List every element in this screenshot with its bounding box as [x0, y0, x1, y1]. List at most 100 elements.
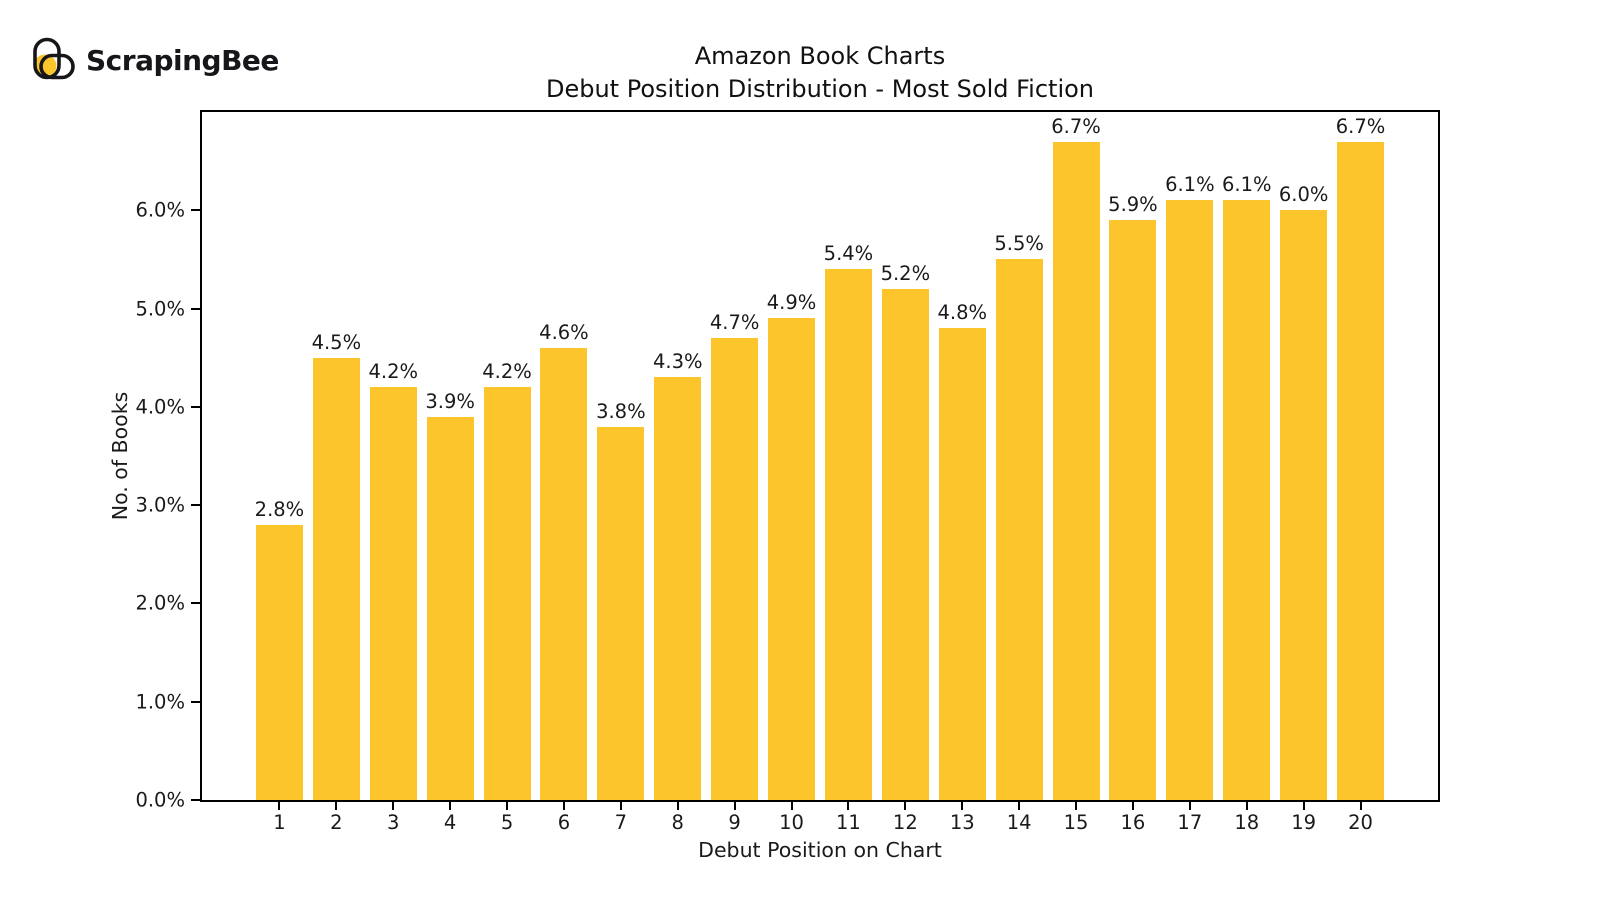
x-tick-mark	[335, 802, 338, 810]
x-tick-mark	[278, 802, 281, 810]
x-tick-mark	[392, 802, 395, 810]
y-tick-mark	[191, 799, 200, 801]
bar-position-7	[597, 426, 645, 800]
chart-title-line2: Debut Position Distribution - Most Sold …	[545, 75, 1094, 103]
bar-value-label: 5.2%	[880, 261, 931, 285]
bar-position-19	[1280, 210, 1328, 800]
bar-value-label: 4.7%	[709, 311, 760, 335]
bar-position-20	[1337, 141, 1385, 800]
bar-position-15	[1052, 141, 1100, 800]
x-tick-label: 18	[1234, 811, 1260, 834]
x-tick-mark	[1018, 802, 1021, 810]
bar-value-label: 4.2%	[368, 360, 419, 384]
y-tick-label: 4.0%	[135, 395, 185, 419]
bar-value-label: 3.9%	[425, 389, 475, 413]
bar-value-label: 6.1%	[1221, 173, 1272, 197]
x-tick-label: 12	[892, 811, 918, 834]
bar-value-label: 4.3%	[652, 350, 703, 374]
x-tick-label: 6	[557, 811, 571, 834]
y-tick-label: 3.0%	[135, 493, 185, 517]
bar-position-16	[1109, 220, 1157, 800]
bar-position-18	[1223, 200, 1271, 800]
y-tick-label: 0.0%	[135, 788, 185, 812]
bar-value-label: 4.6%	[539, 320, 589, 344]
y-tick-label: 5.0%	[135, 297, 185, 321]
bar-position-5	[483, 387, 531, 800]
y-tick-mark	[191, 700, 200, 703]
x-tick-label: 13	[949, 811, 975, 834]
x-tick-mark	[1131, 802, 1134, 810]
x-axis-title: Debut Position on Chart	[698, 838, 942, 862]
bar-value-label: 5.5%	[994, 232, 1044, 256]
x-tick-label: 1	[273, 811, 286, 834]
x-tick-label: 2	[330, 811, 343, 834]
bar-position-2	[312, 357, 360, 800]
bar-position-10	[768, 318, 816, 800]
bar-position-9	[711, 338, 759, 800]
x-tick-label: 4	[443, 811, 457, 834]
x-tick-mark	[676, 802, 679, 810]
bar-position-14	[995, 259, 1043, 800]
x-tick-mark	[1302, 802, 1305, 810]
bar-position-12	[881, 288, 929, 800]
x-tick-mark	[1075, 802, 1078, 810]
x-tick-mark	[904, 802, 907, 810]
bar-position-13	[938, 328, 986, 800]
bar-position-8	[654, 377, 702, 800]
scrapingbee-logo: ScrapingBee	[28, 36, 279, 84]
y-tick-label: 2.0%	[135, 591, 185, 615]
bar-value-label: 4.5%	[311, 330, 362, 354]
y-tick-mark	[191, 602, 200, 605]
chart-title-line1: Amazon Book Charts	[694, 42, 946, 70]
bar-value-label: 6.0%	[1278, 183, 1329, 207]
bar-value-label: 4.2%	[482, 360, 532, 384]
x-tick-label: 7	[614, 811, 628, 834]
y-tick-label: 6.0%	[135, 198, 185, 222]
x-tick-mark	[1245, 802, 1248, 810]
x-tick-label: 14	[1006, 811, 1032, 834]
bar-position-4	[426, 416, 474, 800]
x-tick-mark	[619, 802, 622, 810]
x-tick-label: 15	[1063, 811, 1089, 834]
x-tick-mark	[847, 802, 850, 810]
x-tick-mark	[1188, 802, 1191, 810]
bar-position-1	[255, 524, 303, 800]
x-tick-label: 19	[1291, 811, 1317, 834]
bar-position-6	[540, 347, 588, 800]
x-tick-mark	[506, 802, 509, 810]
bar-value-label: 2.8%	[254, 497, 305, 521]
x-tick-mark	[961, 802, 964, 810]
x-tick-label: 8	[671, 811, 684, 834]
x-tick-label: 5	[500, 811, 514, 834]
bar-position-17	[1166, 200, 1214, 800]
x-tick-mark	[1359, 802, 1362, 810]
x-tick-label: 16	[1120, 811, 1146, 834]
bar-value-label: 6.7%	[1051, 114, 1101, 138]
bar-value-label: 3.8%	[596, 399, 646, 423]
y-tick-mark	[191, 504, 200, 507]
x-tick-mark	[790, 802, 793, 810]
x-tick-label: 11	[836, 811, 861, 834]
bar-value-label: 4.9%	[766, 291, 817, 315]
y-tick-mark	[191, 405, 200, 408]
bar-value-label: 6.7%	[1335, 114, 1386, 138]
y-tick-mark	[191, 307, 200, 310]
x-tick-mark	[733, 802, 736, 810]
bar-position-11	[824, 269, 872, 800]
logo-wordmark: ScrapingBee	[86, 43, 279, 77]
x-tick-label: 3	[387, 811, 400, 834]
x-tick-mark	[562, 802, 565, 810]
scrapingbee-bee-icon	[28, 36, 76, 84]
chart-title: Amazon Book Charts Debut Position Distri…	[200, 40, 1440, 106]
bar-value-label: 5.9%	[1108, 193, 1158, 217]
bar-value-label: 6.1%	[1165, 173, 1215, 197]
bar-value-label: 4.8%	[937, 301, 988, 325]
y-tick-mark	[191, 209, 200, 212]
bar-value-label: 5.4%	[823, 242, 874, 266]
x-tick-mark	[449, 802, 452, 810]
x-tick-label: 20	[1348, 811, 1373, 834]
x-tick-label: 9	[728, 811, 741, 834]
bar-position-3	[369, 387, 417, 800]
y-tick-label: 1.0%	[135, 690, 185, 714]
